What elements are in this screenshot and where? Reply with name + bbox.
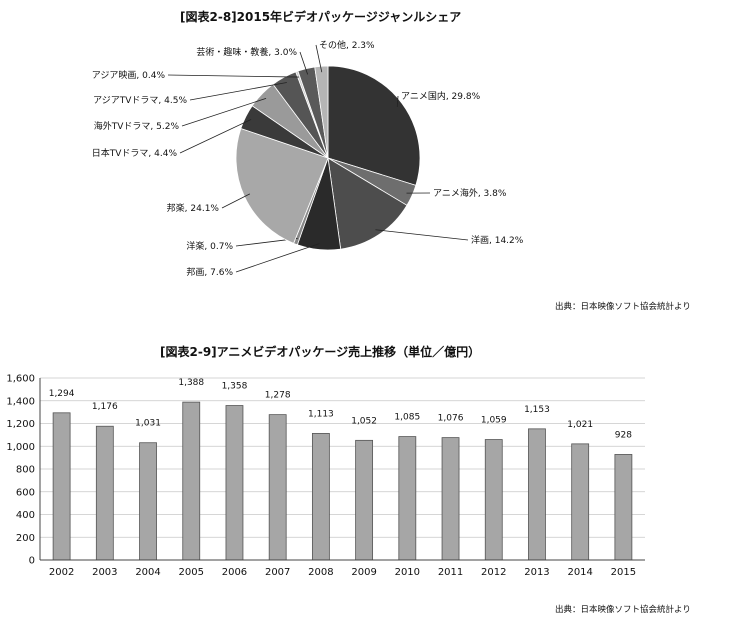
bar-value-label: 1,031 [135, 419, 161, 429]
bar-x-tick-label: 2015 [611, 567, 636, 578]
bar-value-label: 1,153 [524, 405, 550, 415]
bar-value-label: 1,176 [92, 402, 118, 412]
pie-slice-label: 洋楽, 0.7% [186, 240, 233, 252]
bar-value-label: 1,052 [351, 416, 377, 426]
bar-x-tick-label: 2011 [438, 567, 463, 578]
pie-slice [314, 65, 329, 159]
pie-leader-line [181, 97, 267, 127]
bar-value-label: 1,294 [49, 389, 75, 399]
pie-leader-line [179, 119, 252, 154]
bar-rect [614, 454, 633, 561]
pie-slice-label: 日本TVドラマ, 4.4% [92, 147, 178, 159]
bar-rect [571, 443, 590, 561]
pie-leader-line [221, 193, 251, 209]
bar-value-label: 1,076 [438, 414, 464, 424]
pie-slice-label: 洋画, 14.2% [471, 234, 524, 246]
bar-rect [398, 436, 417, 561]
bar-y-tick-label: 1,400 [6, 396, 35, 407]
bar-value-label: 1,059 [481, 416, 507, 426]
pie-slice [327, 157, 408, 250]
bar-x-tick-label: 2002 [49, 567, 74, 578]
bar-x-tick-label: 2003 [92, 567, 117, 578]
bar-chart-title: [図表2-9]アニメビデオパッケージ売上推移（単位／億円） [160, 345, 481, 359]
bar-y-tick-label: 1,600 [6, 374, 35, 385]
pie-slice-label: 海外TVドラマ, 5.2% [94, 120, 180, 132]
bar-y-tick-label: 1,000 [6, 442, 35, 453]
pie-leader-line [396, 95, 399, 108]
bar-value-label: 928 [615, 430, 632, 440]
bar-x-tick-label: 2007 [265, 567, 290, 578]
bar-x-tick-label: 2008 [308, 567, 333, 578]
bar-value-label: 1,358 [222, 382, 248, 392]
bar-rect [528, 428, 546, 561]
bar-rect [484, 439, 503, 561]
pie-slice-label: 邦画, 7.6% [186, 266, 233, 278]
pie-slice-label: アジアTVドラマ, 4.5% [93, 95, 187, 106]
bar-rect [355, 439, 374, 561]
bar-value-label: 1,278 [265, 391, 291, 401]
bar-rect [268, 414, 287, 561]
bar-value-label: 1,113 [308, 409, 334, 419]
bar-y-tick-label: 0 [29, 556, 35, 567]
pie-slice-label: 芸術・趣味・教養, 3.0% [196, 46, 297, 58]
bar-y-tick-label: 600 [16, 487, 35, 498]
bar-rect [441, 437, 460, 561]
bar-x-tick-label: 2005 [179, 567, 204, 578]
bar-rect [182, 401, 201, 561]
pie-slice-label: アニメ海外, 3.8% [433, 187, 507, 199]
bar-value-label: 1,021 [567, 420, 593, 430]
bar-x-tick-label: 2013 [524, 567, 549, 578]
bar-x-tick-label: 2006 [222, 567, 247, 578]
bar-rect [139, 442, 157, 561]
pie-leader-line [315, 44, 323, 73]
bar-x-tick-label: 2014 [567, 567, 592, 578]
bar-rect [225, 405, 244, 561]
pie-slice-label: 邦楽, 24.1% [167, 202, 220, 214]
bar-y-tick-label: 800 [16, 465, 35, 476]
bar-x-tick-label: 2010 [395, 567, 420, 578]
bar-x-tick-label: 2012 [481, 567, 506, 578]
pie-leader-line [375, 229, 469, 241]
bar-source-note: 出典：日本映像ソフト協会統計より [555, 605, 691, 615]
bar-y-tick-label: 400 [16, 510, 35, 521]
bar-rect [311, 432, 330, 561]
pie-leader-line [189, 82, 287, 101]
bar-rect [52, 412, 71, 561]
bar-y-tick-label: 200 [16, 533, 35, 544]
pie-slice-label: アニメ国内, 29.8% [401, 90, 481, 102]
bar-x-tick-label: 2004 [135, 567, 160, 578]
bar-x-tick-label: 2009 [351, 567, 376, 578]
pie-slice-label: その他, 2.3% [319, 39, 375, 51]
bar-y-tick-label: 1,200 [6, 419, 35, 430]
pie-leader-line [299, 51, 309, 75]
pie-slice-label: アジア映画, 0.4% [92, 69, 166, 81]
bar-value-label: 1,388 [178, 378, 204, 388]
pie-slice [327, 65, 421, 186]
pie-source-note: 出典：日本映像ソフト協会統計より [555, 302, 691, 312]
pie-chart-title: [図表2-8]2015年ビデオパッケージジャンルシェア [180, 10, 462, 24]
bar-value-label: 1,085 [394, 413, 420, 423]
bar-rect [95, 425, 114, 561]
pie-leader-line [235, 243, 320, 273]
pie-leader-line [167, 74, 299, 78]
